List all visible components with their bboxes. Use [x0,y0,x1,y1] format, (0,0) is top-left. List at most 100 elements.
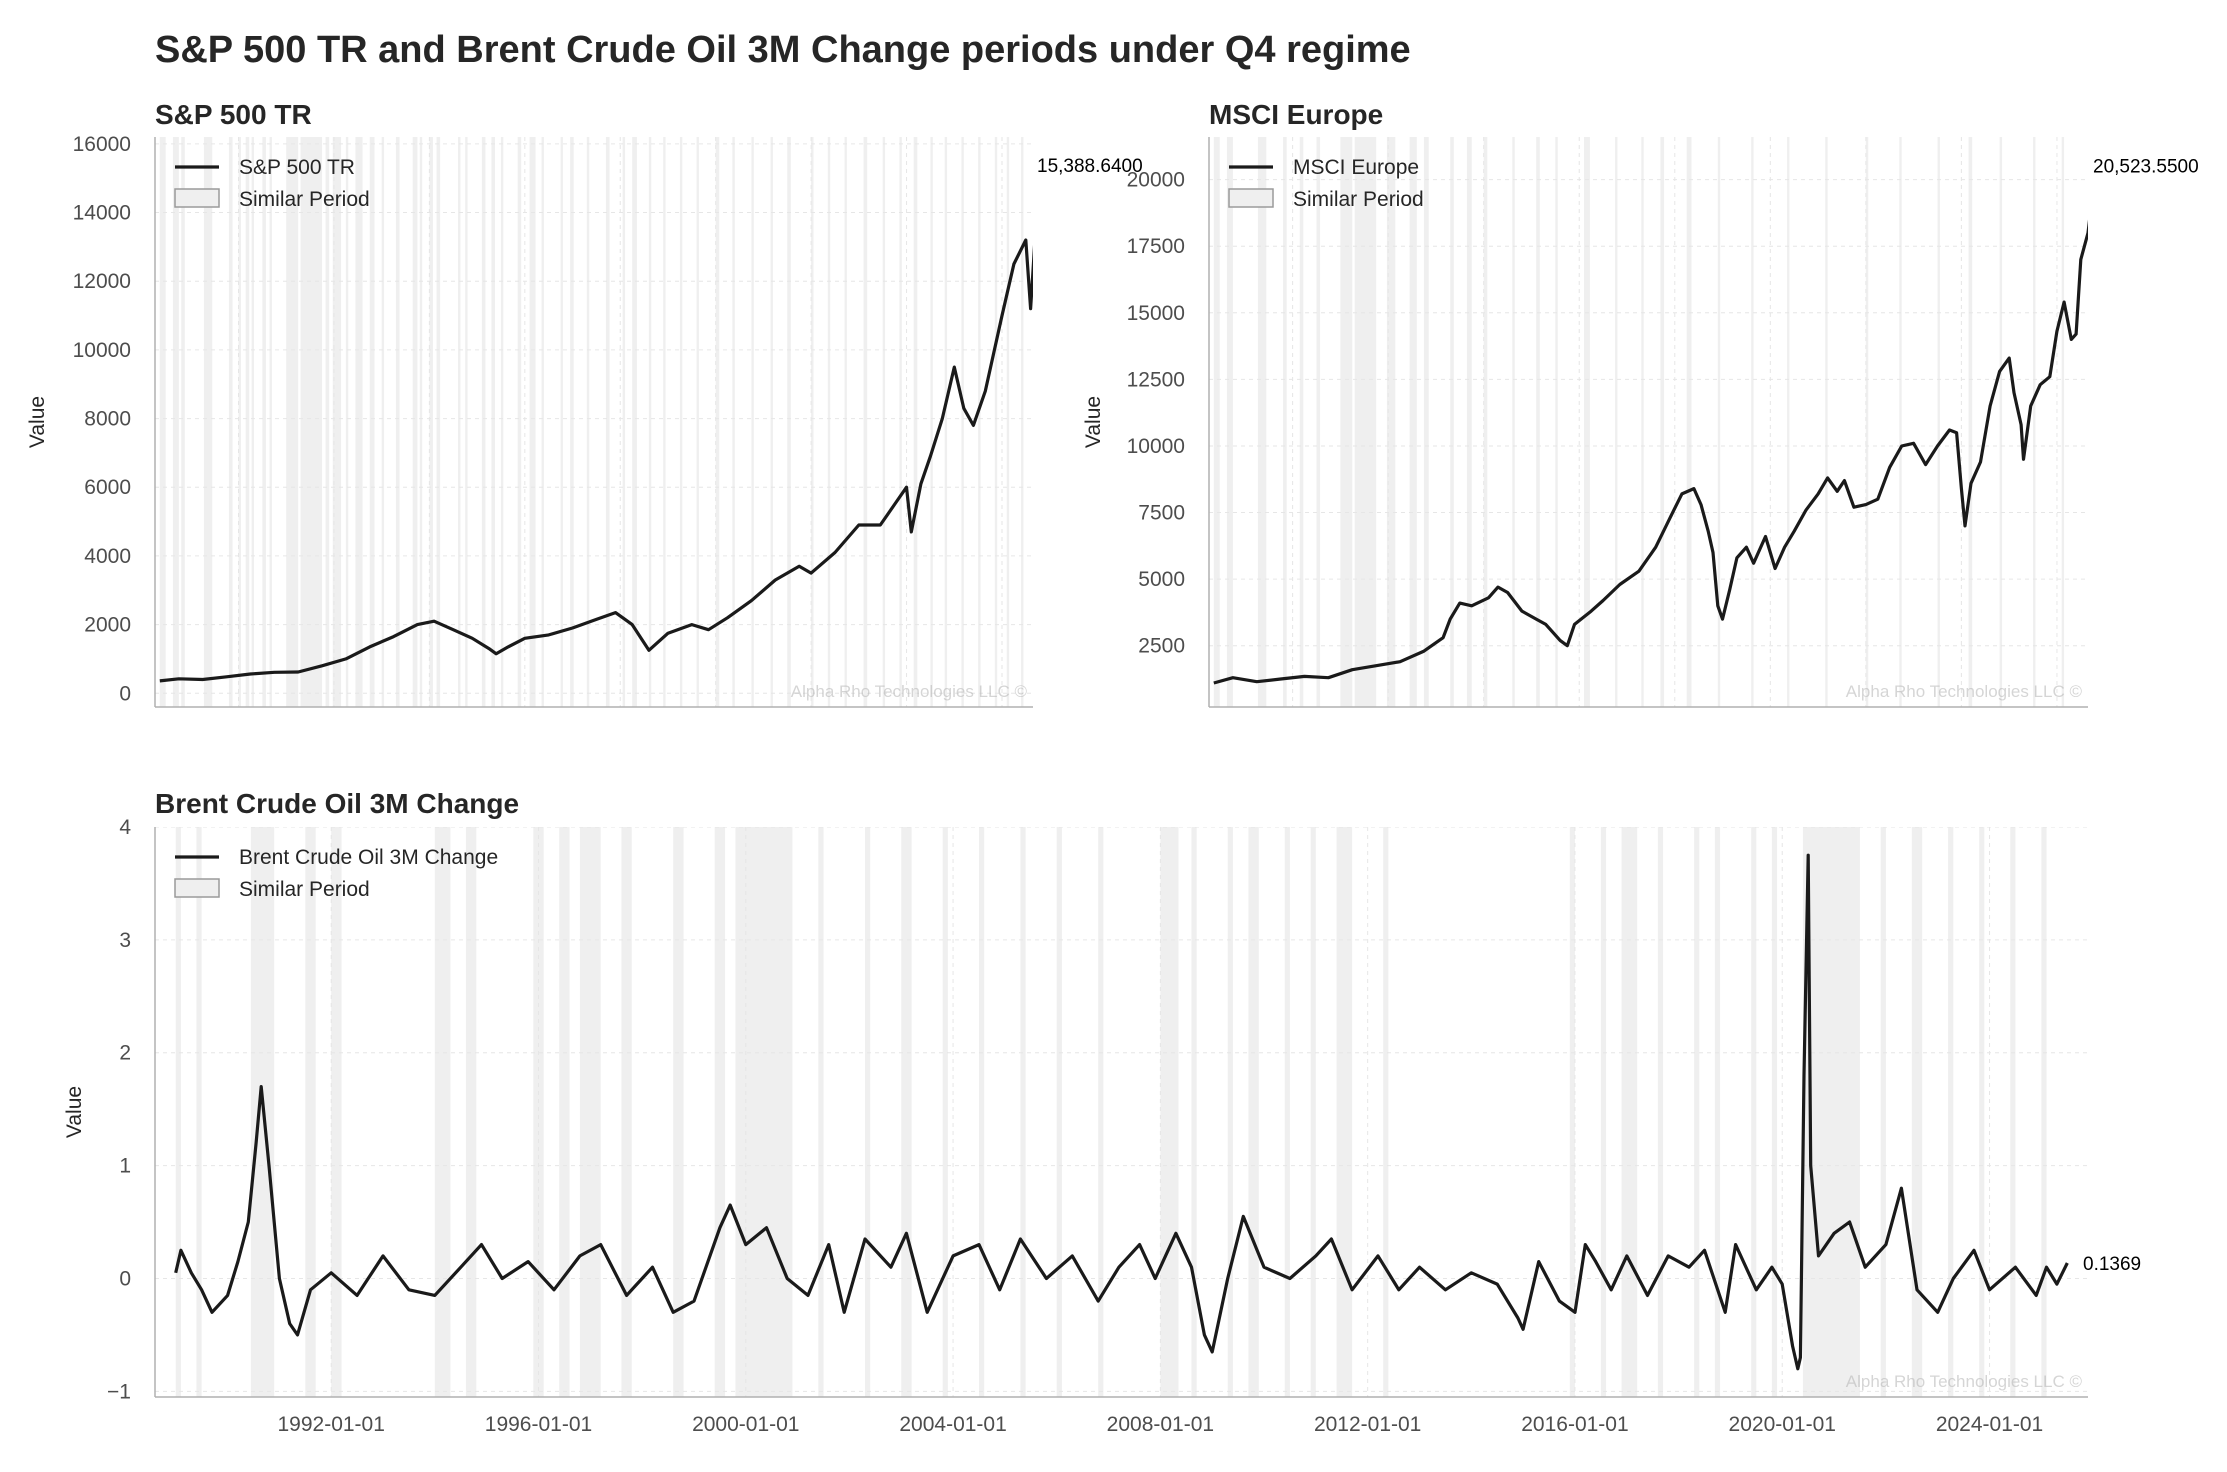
similar-period-band [1999,137,2003,707]
watermark: Alpha Rho Technologies LLC © [791,682,1028,701]
end-value-label: 20,523.5500 [2093,157,2199,178]
similar-period-band [715,137,720,707]
y-tick-label: 12000 [73,270,131,293]
similar-period-band [944,137,948,707]
x-tick-label: 1996-01-01 [485,1413,592,1436]
similar-period-band [735,827,793,1397]
similar-period-band [465,137,468,707]
similar-period-band [1937,137,1940,707]
similar-period-band [1569,827,1575,1397]
similar-period-band [844,137,847,707]
similar-period-band [673,827,684,1397]
similar-period-band [1948,827,1954,1397]
similar-period-band [2041,827,2047,1397]
legend-series-label: MSCI Europe [1293,156,1419,179]
similar-period-band [1098,827,1104,1397]
similar-period-band [2033,137,2036,707]
x-tick-label: 1992-01-01 [277,1413,384,1436]
similar-period-band [863,137,868,707]
watermark: Alpha Rho Technologies LLC © [1846,682,2083,701]
y-tick-label: 10000 [1127,435,1185,458]
similar-period-band [1006,137,1010,707]
similar-period-band [238,137,241,707]
similar-period-band [696,137,699,707]
y-tick-label: 20000 [1127,169,1185,192]
similar-period-band [586,137,590,707]
y-tick-label: 4000 [84,545,131,568]
end-value-label: 15,388.6400 [1037,156,1143,177]
similar-period-band [1880,827,1886,1397]
similar-period-band [355,137,363,707]
y-tick-label: 10000 [73,339,131,362]
similar-period-band [930,137,933,707]
y-tick-label: 0 [119,1267,131,1290]
similar-period-band [1512,137,1515,707]
legend-similar-swatch [174,188,220,208]
similar-period-band [412,137,418,707]
similar-period-band [481,137,486,707]
x-tick-label: 2004-01-01 [899,1413,1006,1436]
similar-period-band [345,137,349,707]
similar-period-band [1248,827,1259,1397]
similar-period-band [300,137,323,707]
x-tick-label: 2000-01-01 [692,1413,799,1436]
y-axis-label: Value [26,396,49,448]
similar-period-band [1751,827,1757,1397]
similar-period-band [978,827,985,1397]
similar-period-band [901,827,912,1397]
similar-period-band [1615,137,1618,707]
similar-period-band [1056,827,1062,1397]
similar-period-band [913,137,918,707]
similar-period-band [1283,137,1287,707]
similar-period-band [175,827,181,1397]
similar-period-band [1340,137,1353,707]
y-axis-label: Value [1082,396,1105,448]
y-tick-label: 2 [119,1042,131,1065]
y-tick-label: 17500 [1127,235,1185,258]
similar-period-band [331,827,342,1397]
similar-period-band [1802,827,1860,1397]
similar-period-band [1686,137,1692,707]
panel-title: S&P 500 TR [155,99,312,130]
similar-period-band [1825,137,1828,707]
similar-period-band [2061,137,2065,707]
similar-period-band [1979,827,1985,1397]
similar-period-band [436,137,441,707]
legend-similar-swatch [174,878,220,898]
x-tick-label: 2024-01-01 [1936,1413,2043,1436]
y-tick-label: 3 [119,929,131,952]
similar-period-band [1226,137,1233,707]
similar-period-band [251,137,255,707]
series-line [1213,219,2088,685]
similar-period-band [419,137,423,707]
similar-period-band [1191,827,1197,1397]
similar-period-band [1536,137,1540,707]
similar-period-band [1466,137,1472,707]
similar-period-band [262,137,266,707]
plot-area [155,137,1033,707]
similar-period-band [305,827,316,1397]
similar-period-band [1383,827,1389,1397]
watermark: Alpha Rho Technologies LLC © [1846,1372,2083,1391]
similar-period-band [332,137,342,707]
similar-period-band [1021,137,1024,707]
panel-msci: 2500 5000 7500 10000 12500 15000 17500 20000 MSC… [1082,99,2199,708]
x-tick-label: 2008-01-01 [1107,1413,1214,1436]
legend-series-label: S&P 500 TR [239,156,355,179]
y-tick-label: 14000 [73,202,131,225]
figure-title: S&P 500 TR and Brent Crude Oil 3M Change… [155,29,1411,71]
similar-period-band [245,137,250,707]
similar-period-band [1409,137,1417,707]
similar-period-band [1555,137,1558,707]
y-tick-label: 8000 [84,408,131,431]
similar-period-band [864,827,871,1397]
similar-period-band [1316,137,1321,707]
legend-similar-label: Similar Period [239,188,370,211]
similar-period-band [1020,827,1026,1397]
similar-period-band [172,137,179,707]
similar-period-band [1660,137,1665,707]
legend-similar-label: Similar Period [1293,188,1424,211]
legend-similar-swatch [1228,188,1274,208]
series-line [159,238,1033,683]
